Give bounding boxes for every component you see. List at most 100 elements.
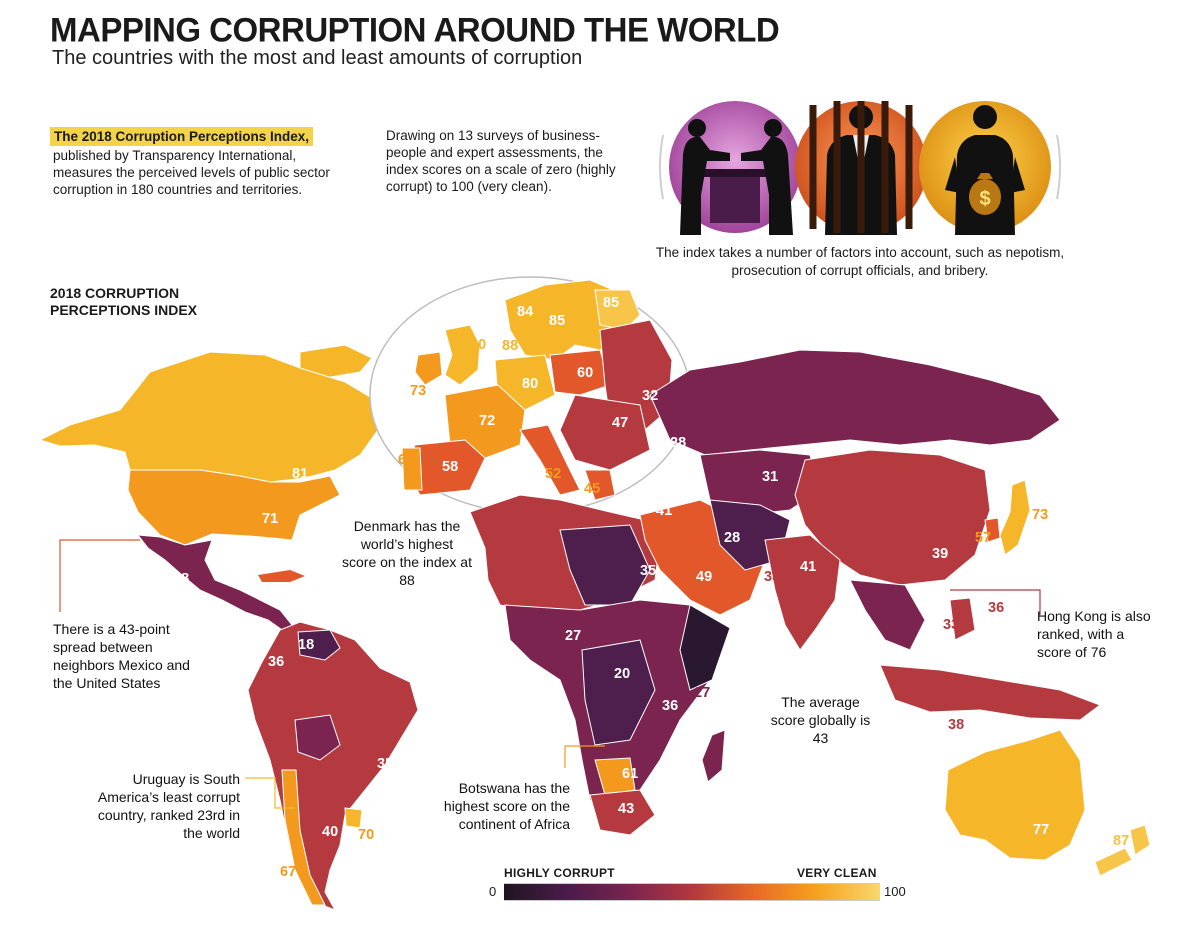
intro-body: published by Transparency International,… <box>53 148 330 197</box>
score-thailand: 33 <box>943 617 959 633</box>
score-botswana: 61 <box>622 766 638 782</box>
map-region-south-africa <box>589 789 656 836</box>
score-india: 41 <box>800 559 816 575</box>
score-usa: 71 <box>262 511 278 527</box>
score-canada: 81 <box>292 466 308 482</box>
score-ireland: 73 <box>410 383 426 399</box>
score-australia: 77 <box>1033 822 1049 838</box>
map-region-new-zealand <box>1129 824 1151 856</box>
score-south-africa: 43 <box>618 801 634 817</box>
score-philippines: 36 <box>988 600 1004 616</box>
score-poland: 60 <box>577 365 593 381</box>
score-uruguay: 70 <box>358 827 374 843</box>
intro-highlight: The 2018 Corruption Perceptions Index, <box>50 127 314 146</box>
annotation-hongkong: Hong Kong is also ranked, with a score o… <box>1037 608 1151 660</box>
score-belarus-ukraine: 32 <box>642 388 658 404</box>
score-germany: 80 <box>522 376 538 392</box>
score-portugal: 64 <box>398 452 414 468</box>
legend-gradient-bar <box>504 883 880 901</box>
score-argentina: 40 <box>322 824 338 840</box>
map-region-china <box>794 449 991 586</box>
score-labels: 81 71 28 18 36 35 40 70 67 28 31 28 41 3… <box>173 295 1129 880</box>
score-saudi-arabia: 49 <box>696 569 712 585</box>
handshake-icon <box>669 101 801 235</box>
map-region-uk <box>444 324 481 386</box>
score-russia: 28 <box>670 435 686 451</box>
annotation-mexico: There is a 43-point spread between neigh… <box>53 621 190 691</box>
page-title: MAPPING CORRUPTION AROUND THE WORLD <box>50 10 780 49</box>
score-mexico: 28 <box>173 571 189 587</box>
score-venezuela: 18 <box>298 637 314 653</box>
map-region-chile <box>281 769 326 906</box>
annotation-botswana: Botswana has the highest score on the co… <box>443 780 570 832</box>
map-region-canada <box>38 351 379 483</box>
legend-high-label: VERY CLEAN <box>797 866 877 880</box>
svg-text:$: $ <box>979 188 990 210</box>
legend-low-label: HIGHLY CORRUPT <box>504 866 615 880</box>
method-text: Drawing on 13 surveys of business-people… <box>386 128 616 194</box>
map-region-madagascar <box>701 729 726 783</box>
score-brazil: 35 <box>377 756 393 772</box>
score-tanzania: 36 <box>662 698 678 714</box>
score-kazakhstan: 31 <box>762 469 778 485</box>
map-region-russia <box>649 349 1061 456</box>
corruption-illustrations: $ <box>659 101 1061 235</box>
map-region-india <box>764 534 841 651</box>
map-region-greece <box>584 469 616 501</box>
map-region-italy <box>519 424 581 496</box>
annotation-average: The average score globally is 43 <box>770 694 871 746</box>
score-somalia-kenya: 27 <box>694 685 710 701</box>
score-chile: 67 <box>280 864 296 880</box>
score-romania: 47 <box>612 415 628 431</box>
map-region-drc <box>581 639 656 746</box>
factors-text: The index takes a number of factors into… <box>655 245 1065 278</box>
map-region-usa <box>127 469 341 546</box>
score-turkey: 41 <box>656 503 672 519</box>
legend-min: 0 <box>489 884 497 899</box>
map-region-portugal <box>401 447 423 491</box>
map-region-ireland <box>414 351 443 386</box>
score-pakistan: 28 <box>724 530 740 546</box>
map-region-uruguay <box>344 807 363 829</box>
score-finland: 85 <box>603 295 619 311</box>
score-sweden: 85 <box>549 313 565 329</box>
map-region-philippines <box>949 597 976 641</box>
map-region-mexico <box>136 534 293 633</box>
map-region-venezuela <box>297 629 341 661</box>
score-uk: 80 <box>470 337 486 353</box>
score-spain: 58 <box>442 459 458 475</box>
score-italy: 52 <box>545 466 561 482</box>
map-region-indonesia <box>879 664 1102 721</box>
score-france: 72 <box>479 413 495 429</box>
callout-lines <box>59 539 1041 809</box>
map-title: 2018 CORRUPTION PERCEPTIONS INDEX <box>50 285 198 318</box>
map-region-horn <box>679 604 731 691</box>
score-colombia: 36 <box>268 654 284 670</box>
score-japan: 73 <box>1032 507 1048 523</box>
map-region-finland <box>594 289 641 331</box>
map-region-southeast-asia <box>849 579 926 651</box>
intro-text: The 2018 Corruption Perceptions Index, p… <box>50 127 350 198</box>
map-region-japan <box>999 479 1031 556</box>
score-south-korea: 57 <box>975 530 991 546</box>
money-bag-icon: $ <box>919 101 1051 235</box>
score-greece: 45 <box>584 481 600 497</box>
score-new-zealand: 87 <box>1113 833 1129 849</box>
score-norway: 84 <box>517 304 533 320</box>
map-region-poland <box>549 349 611 396</box>
score-nigeria: 27 <box>565 628 581 644</box>
map-region-bolivia <box>294 714 341 761</box>
score-drc: 20 <box>614 666 630 682</box>
annotation-uruguay: Uruguay is South America’s least corrupt… <box>97 771 240 841</box>
annotation-denmark: Denmark has the world’s highest score on… <box>342 518 472 588</box>
map-region-korea <box>984 517 1001 543</box>
page-subtitle: The countries with the most and least am… <box>52 47 583 69</box>
score-denmark: 88 <box>502 338 518 354</box>
score-bangladesh: 33 <box>764 569 780 585</box>
score-sudan: 35 <box>640 563 656 579</box>
map-region-australia <box>944 729 1086 861</box>
score-indonesia: 38 <box>948 717 964 733</box>
jail-icon <box>795 101 927 235</box>
legend-max: 100 <box>884 884 906 899</box>
